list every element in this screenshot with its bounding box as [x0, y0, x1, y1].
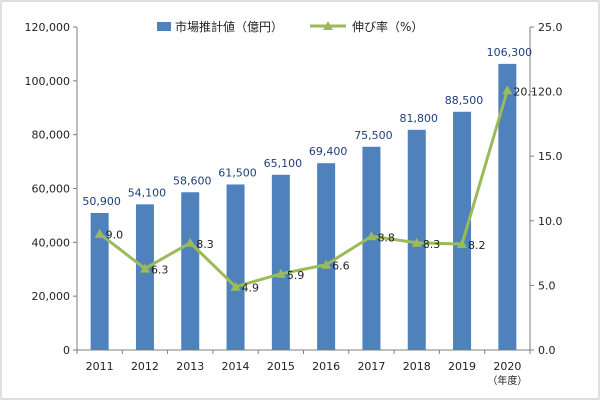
legend-bar-swatch	[157, 22, 171, 31]
x-axis-tick-label: 2011	[86, 360, 114, 373]
growth-point	[457, 239, 468, 249]
growth-point	[230, 281, 241, 291]
growth-value-label: 8.3	[196, 238, 214, 251]
x-axis-tick-label: 2014	[222, 360, 250, 373]
left-axis-tick-label: 0	[63, 344, 70, 357]
left-axis-tick-label: 100,000	[25, 75, 71, 88]
bar-value-label: 50,900	[82, 195, 121, 208]
left-axis-tick-label: 120,000	[25, 21, 71, 34]
right-axis-tick-label: 25.0	[538, 21, 563, 34]
growth-value-label: 6.6	[332, 260, 350, 273]
right-axis-tick-label: 5.0	[538, 279, 556, 292]
bar-value-label: 61,500	[218, 166, 257, 179]
bar	[453, 111, 472, 350]
growth-labels: 9.0 6.3 8.3 4.9 5.9 6.6 8.8 8.3 8.2 20.1	[106, 85, 538, 294]
x-axis-tick-label: 2017	[357, 360, 385, 373]
x-axis-tick-label: 2016	[312, 360, 340, 373]
growth-point	[139, 263, 150, 273]
right-axis-tick-label: 10.0	[538, 215, 563, 228]
x-axis-tick-label: 2018	[403, 360, 431, 373]
x-axis-tick-label: 2013	[176, 360, 204, 373]
growth-value-label: 5.9	[287, 269, 305, 282]
right-axis-tick-label: 20.0	[538, 86, 563, 99]
x-axis-tick-label: 2012	[131, 360, 159, 373]
left-axis-tick-label: 40,000	[32, 236, 71, 249]
growth-value-label: 8.3	[423, 238, 441, 251]
bar-value-label: 65,100	[264, 157, 303, 170]
bar	[498, 63, 517, 351]
bar-value-label: 58,600	[173, 174, 212, 187]
growth-value-label: 8.2	[468, 239, 486, 252]
bar	[362, 146, 381, 350]
bar-value-label: 106,300	[487, 46, 533, 59]
growth-value-label: 6.3	[151, 264, 169, 277]
growth-value-label: 4.9	[242, 282, 259, 295]
bar	[90, 212, 109, 350]
right-axis-tick-label: 15.0	[538, 150, 563, 163]
axes: 0 20,000 40,000 60,000 80,000 100,000 120,000 0…	[25, 21, 563, 373]
growth-point	[502, 85, 513, 95]
x-axis-tick-label: 2020	[493, 360, 521, 373]
x-axis-tick-label: 2015	[267, 360, 295, 373]
growth-value-label: 9.0	[106, 229, 124, 242]
bar-value-label: 81,800	[400, 112, 439, 125]
left-axis-tick-label: 80,000	[32, 129, 71, 142]
legend-line-marker	[323, 21, 333, 30]
bar	[226, 184, 245, 350]
legend-line-label: 伸び率（%）	[352, 19, 423, 34]
bars	[90, 63, 517, 351]
legend: 市場推計値（億円） 伸び率（%）	[157, 19, 423, 34]
legend-bar-label: 市場推計値（億円）	[175, 19, 283, 34]
bar	[181, 192, 200, 350]
bar-value-label: 75,500	[354, 129, 393, 142]
x-axis-tick-label: 2019	[448, 360, 476, 373]
growth-point	[275, 268, 286, 278]
bar-value-label: 88,500	[445, 94, 484, 107]
bar-value-label: 69,400	[309, 145, 348, 158]
bar	[271, 174, 290, 350]
bar	[135, 204, 154, 350]
left-axis-tick-label: 60,000	[32, 183, 71, 196]
bar	[317, 163, 336, 350]
growth-point	[94, 228, 105, 238]
right-axis-tick-label: 0.0	[538, 344, 556, 357]
x-axis-unit: （年度）	[487, 374, 527, 387]
bar-labels: 50,900 54,100 58,600 61,500 65,100 69,400 75,5…	[82, 46, 532, 208]
left-axis-tick-label: 20,000	[32, 290, 71, 303]
growth-line-path	[98, 89, 509, 289]
growth-value-label: 8.8	[377, 231, 395, 244]
growth-point	[366, 231, 377, 241]
growth-point	[321, 259, 332, 269]
growth-value-label: 20.1	[513, 85, 538, 98]
growth-line	[94, 85, 513, 291]
growth-point	[411, 237, 422, 247]
bar-value-label: 54,100	[128, 186, 167, 199]
growth-point	[185, 237, 196, 247]
